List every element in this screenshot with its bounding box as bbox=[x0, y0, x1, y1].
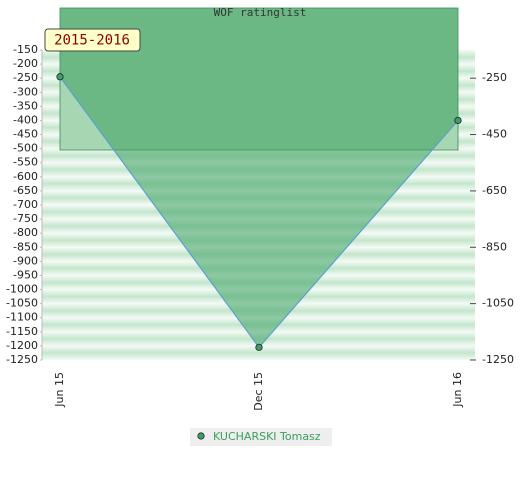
y-tick-label: -1250 bbox=[6, 353, 38, 366]
y-tick-label: -450 bbox=[13, 128, 38, 141]
y-tick-label: -500 bbox=[13, 142, 38, 155]
y2-tick-label: -450 bbox=[482, 128, 507, 141]
y-tick-label: -950 bbox=[13, 268, 38, 281]
x-tick-label: Jun 15 bbox=[53, 372, 66, 408]
y-tick-label: -1000 bbox=[6, 283, 38, 296]
point bbox=[56, 73, 64, 81]
y-tick-label: -800 bbox=[13, 226, 38, 239]
y-tick-label: -200 bbox=[13, 57, 38, 70]
y-tick-label: -700 bbox=[13, 198, 38, 211]
legend-label: KUCHARSKI Tomasz bbox=[213, 430, 321, 443]
y-tick-label: -350 bbox=[13, 99, 38, 112]
y-tick-label: -750 bbox=[13, 212, 38, 225]
legend-marker bbox=[197, 432, 205, 440]
y2-tick-label: -250 bbox=[482, 71, 507, 84]
y-tick-label: -1200 bbox=[6, 339, 38, 352]
y-tick-label: -1150 bbox=[6, 325, 38, 338]
y2-tick-label: -1050 bbox=[482, 297, 514, 310]
point bbox=[454, 116, 462, 125]
y-tick-label: -1050 bbox=[6, 297, 38, 310]
y-tick-label: -400 bbox=[13, 113, 38, 126]
y2-tick-label: -1250 bbox=[482, 353, 514, 366]
y-tick-label: -850 bbox=[13, 240, 38, 253]
x-tick-label: Jun 16 bbox=[451, 372, 464, 408]
y-tick-label: -900 bbox=[13, 254, 38, 267]
area bbox=[60, 8, 458, 348]
y2-tick-label: -650 bbox=[482, 184, 507, 197]
point bbox=[255, 343, 263, 351]
y-tick-label: -600 bbox=[13, 170, 38, 183]
y2-tick-label: -850 bbox=[482, 240, 507, 253]
y-tick-label: -550 bbox=[13, 156, 38, 169]
y-tick-label: -150 bbox=[13, 43, 38, 56]
y-tick-label: -650 bbox=[13, 184, 38, 197]
x-tick-label: Dec 15 bbox=[252, 372, 265, 411]
legend bbox=[190, 428, 332, 446]
chart-title: WOF ratinglist bbox=[214, 6, 307, 19]
badge bbox=[44, 28, 141, 52]
y-tick-label: -250 bbox=[13, 71, 38, 84]
badge-text: 2015-2016 bbox=[54, 33, 130, 49]
y-tick-label: -300 bbox=[13, 85, 38, 98]
y-tick-label: -1100 bbox=[6, 311, 38, 324]
